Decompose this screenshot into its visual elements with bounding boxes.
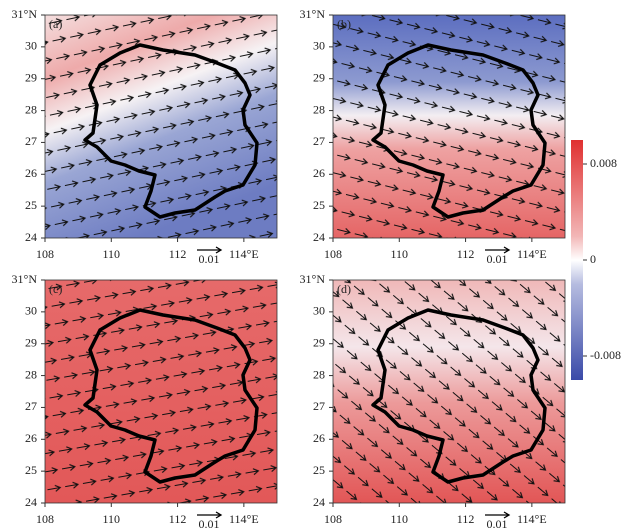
y-tick-label: 25 <box>25 463 37 477</box>
x-tick-label: 108 <box>324 512 342 526</box>
colorbar-tick-label: 0.008 <box>590 156 617 170</box>
wind-vectors <box>333 15 565 238</box>
y-tick-label: 26 <box>313 166 325 180</box>
y-tick-label: 24 <box>25 495 37 509</box>
y-tick-label: 25 <box>25 198 37 212</box>
wind-vectors <box>45 280 277 503</box>
y-tick-label: 24 <box>25 230 37 244</box>
panel-frame <box>332 279 566 504</box>
wind-vectors <box>45 15 277 238</box>
reference-arrow <box>485 246 511 254</box>
reference-label: 0.01 <box>487 517 508 531</box>
x-tick-label: 112 <box>457 247 475 261</box>
map-panel: (d) 108 110 112 114°E 24 25 26 27 28 29 30 31°N 0.01 <box>300 272 566 531</box>
panel-label: (d) <box>337 282 351 296</box>
x-tick-label: 110 <box>103 512 121 526</box>
y-tick-label: 28 <box>25 102 37 116</box>
y-tick-label: 30 <box>313 304 325 318</box>
y-tick-label: 29 <box>313 335 325 349</box>
x-tick-label: 110 <box>103 247 121 261</box>
y-tick-label: 26 <box>25 431 37 445</box>
reference-arrow <box>485 511 511 519</box>
y-tick-label: 30 <box>313 39 325 53</box>
y-tick-label: 31°N <box>300 7 326 21</box>
panel-frame <box>44 14 278 239</box>
y-tick-label: 28 <box>313 102 325 116</box>
y-tick-label: 27 <box>25 134 37 148</box>
reference-arrow <box>197 246 223 254</box>
panel-label: (b) <box>337 17 351 31</box>
x-tick-label: 114°E <box>229 512 259 526</box>
y-tick-label: 31°N <box>300 272 326 286</box>
x-tick-label: 114°E <box>517 247 547 261</box>
map-panel: (a) 108 110 112 114°E 24 25 26 27 28 29 30 31°N 0.01 <box>12 7 278 266</box>
reference-arrow <box>197 511 223 519</box>
colorbar <box>571 140 583 380</box>
y-tick-label: 31°N <box>12 272 38 286</box>
map-panel: (c) 108 110 112 114°E 24 25 26 27 28 29 30 31°N 0.01 <box>12 272 278 531</box>
colorbar-tick-label: 0 <box>590 252 596 266</box>
panel-label: (c) <box>49 282 62 296</box>
y-tick-label: 27 <box>313 399 325 413</box>
panel-label: (a) <box>49 17 62 31</box>
x-tick-label: 108 <box>36 247 54 261</box>
x-tick-label: 110 <box>391 512 409 526</box>
y-tick-label: 28 <box>313 367 325 381</box>
reference-label: 0.01 <box>199 517 220 531</box>
x-tick-label: 114°E <box>229 247 259 261</box>
x-tick-label: 110 <box>391 247 409 261</box>
y-tick-label: 24 <box>313 230 325 244</box>
panel-frame <box>332 14 566 239</box>
y-tick-label: 29 <box>25 335 37 349</box>
panel-frame <box>44 279 278 504</box>
y-tick-label: 26 <box>25 166 37 180</box>
x-tick-label: 108 <box>324 247 342 261</box>
x-tick-label: 112 <box>169 512 187 526</box>
wind-vectors <box>333 280 565 503</box>
y-tick-label: 30 <box>25 304 37 318</box>
y-tick-label: 25 <box>313 198 325 212</box>
x-tick-label: 112 <box>457 512 475 526</box>
y-tick-label: 27 <box>25 399 37 413</box>
y-tick-label: 31°N <box>12 7 38 21</box>
reference-label: 0.01 <box>487 252 508 266</box>
y-tick-label: 28 <box>25 367 37 381</box>
y-tick-label: 26 <box>313 431 325 445</box>
colorbar-tick-label: -0.008 <box>590 348 621 362</box>
y-tick-label: 29 <box>313 70 325 84</box>
y-tick-label: 27 <box>313 134 325 148</box>
y-tick-label: 29 <box>25 70 37 84</box>
y-tick-label: 25 <box>313 463 325 477</box>
x-tick-label: 112 <box>169 247 187 261</box>
reference-label: 0.01 <box>199 252 220 266</box>
x-tick-label: 108 <box>36 512 54 526</box>
map-panel: (b) 108 110 112 114°E 24 25 26 27 28 29 30 31°N 0.01 <box>300 7 566 266</box>
x-tick-label: 114°E <box>517 512 547 526</box>
y-tick-label: 30 <box>25 39 37 53</box>
y-tick-label: 24 <box>313 495 325 509</box>
